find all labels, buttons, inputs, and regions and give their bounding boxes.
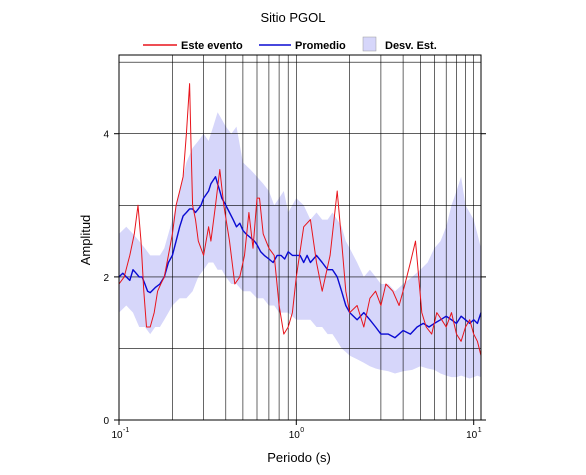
y-axis-label: Amplitud xyxy=(78,215,93,266)
y-tick-label: 0 xyxy=(103,416,109,427)
legend-label-mean: Promedio xyxy=(295,40,346,52)
grid-layer xyxy=(118,55,481,420)
series-layer xyxy=(118,83,482,356)
plot-frame xyxy=(118,54,482,421)
legend-swatch-std xyxy=(362,36,377,52)
series-line-mean xyxy=(118,176,482,339)
x-tick-exponent: 0 xyxy=(300,427,304,434)
legend-label-event: Este evento xyxy=(181,40,243,52)
x-tick-label: 10 xyxy=(111,430,123,441)
x-axis-label: Periodo (s) xyxy=(267,450,331,465)
x-tick-label: 10 xyxy=(466,430,478,441)
std-band-area xyxy=(119,112,481,379)
series-line-event xyxy=(118,83,482,356)
std-band-layer xyxy=(119,112,481,379)
chart-title: Sitio PGOL xyxy=(260,10,325,25)
x-tick-exponent: 1 xyxy=(478,427,482,434)
chart-legend: Este evento Promedio Desv. Est. xyxy=(143,36,437,52)
x-tick-label: 10 xyxy=(289,430,301,441)
y-tick-label: 4 xyxy=(103,130,109,141)
legend-label-std: Desv. Est. xyxy=(385,40,437,52)
y-tick-label: 2 xyxy=(103,273,109,284)
x-tick-exponent: -1 xyxy=(123,427,129,434)
